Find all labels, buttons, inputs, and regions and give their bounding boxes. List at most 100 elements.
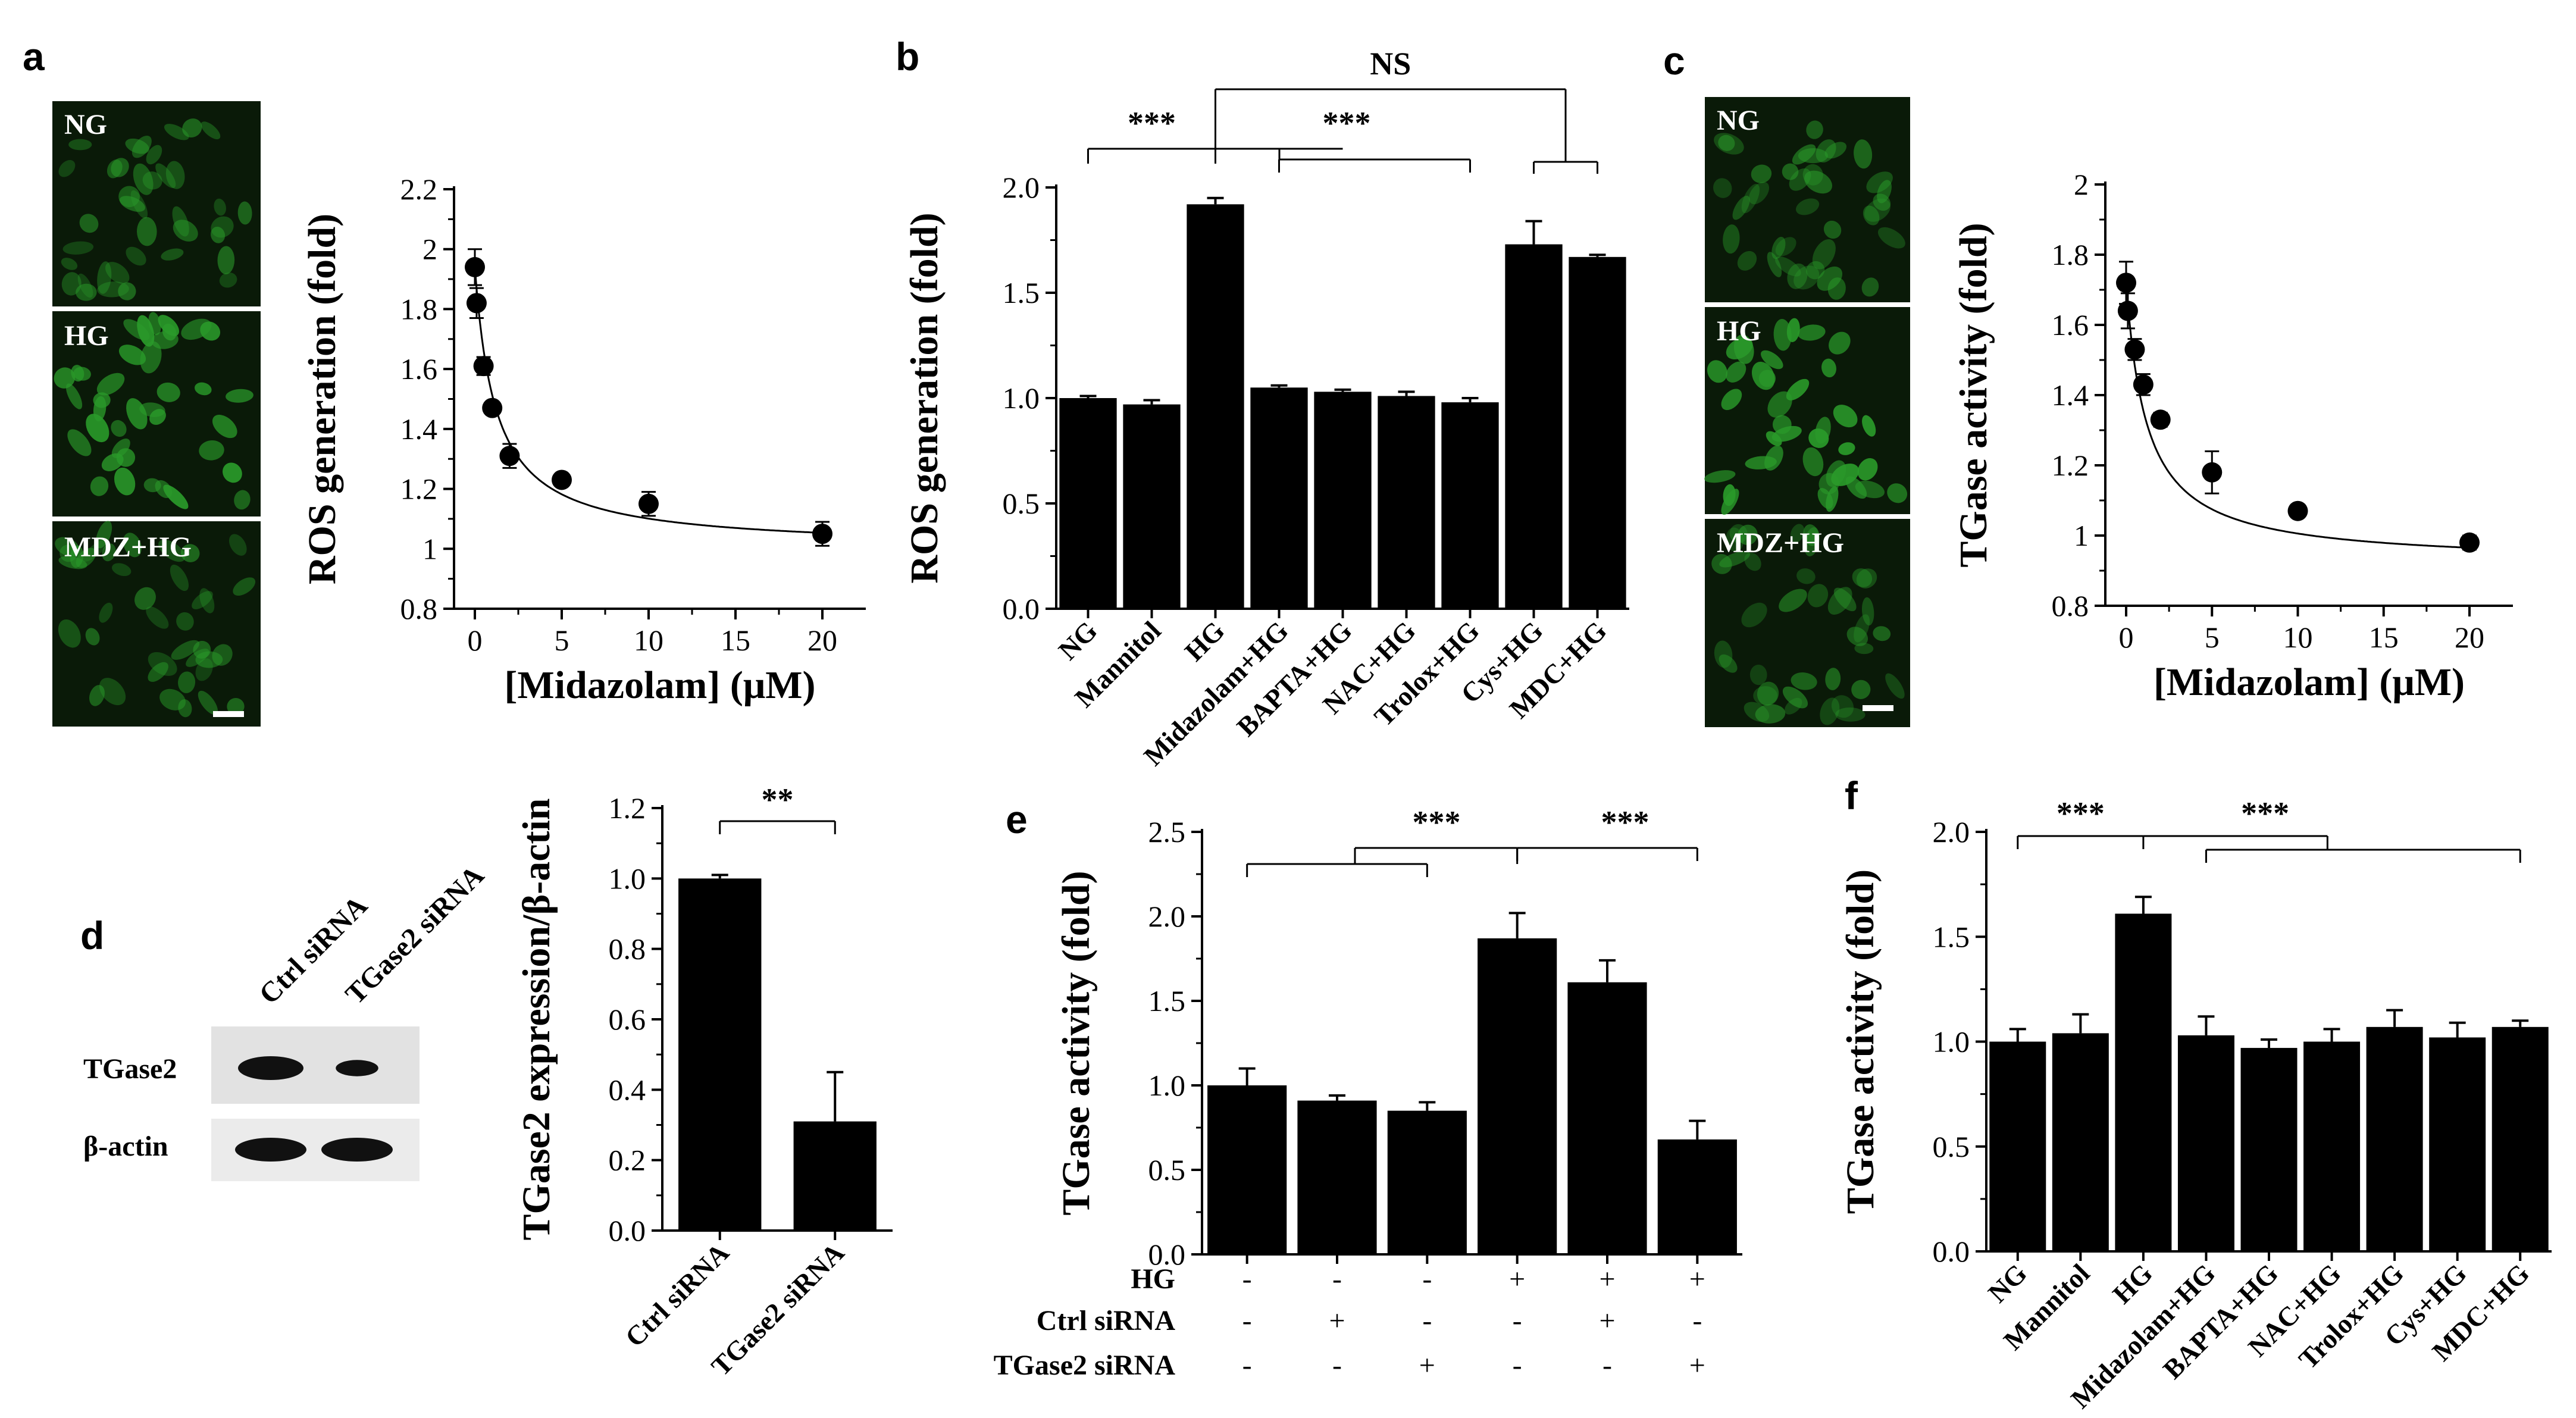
cell-nucleus (1863, 205, 1880, 226)
f-bar (2366, 1026, 2423, 1251)
cell-nucleus (237, 201, 252, 225)
cell-nucleus (1790, 524, 1805, 543)
cell-nucleus (140, 341, 162, 374)
micrograph-c-label-3: MDZ+HG (1717, 527, 1844, 559)
cell-nucleus (1723, 224, 1740, 254)
blot-band-actin (235, 1138, 306, 1162)
f-bar (2429, 1037, 2486, 1251)
b-bar (1314, 392, 1372, 609)
cell-nucleus (1726, 361, 1746, 383)
cell-nucleus (1796, 198, 1820, 215)
cell-nucleus (1779, 589, 1807, 612)
cell-nucleus (126, 398, 148, 430)
cell-nucleus (1786, 378, 1810, 400)
cell-nucleus (1718, 134, 1735, 151)
a-y-tick-label: 1.4 (400, 412, 438, 446)
cell-nucleus (1775, 256, 1801, 277)
cell-nucleus (68, 139, 92, 151)
cell-nucleus (1861, 277, 1879, 297)
cell-nucleus (118, 282, 136, 300)
a-y-tick-label: 1.6 (400, 352, 438, 386)
e-y-tick-label: 0.0 (1148, 1238, 1186, 1271)
micrograph-a-label-2: HG (64, 320, 109, 352)
cell-nucleus (1823, 220, 1842, 239)
cell-nucleus (116, 448, 136, 467)
f-category-label: HG (2107, 1258, 2158, 1310)
cell-nucleus (1806, 120, 1823, 139)
f-bar (2052, 1033, 2109, 1251)
matrix-cell: + (1329, 1305, 1345, 1336)
a-y-tick-label: 2.2 (400, 173, 438, 206)
a-x-tick-label: 20 (807, 624, 837, 657)
cell-nucleus (1748, 181, 1770, 205)
f-y-tick-label: 2.0 (1933, 815, 1970, 849)
d-y-tick-label: 0.6 (609, 1003, 646, 1036)
matrix-cell: + (1689, 1263, 1705, 1295)
cell-nucleus (1877, 227, 1905, 249)
cell-nucleus (1873, 626, 1891, 641)
cell-nucleus (199, 440, 224, 461)
micrograph-c-label-2: HG (1717, 315, 1761, 347)
c-y-tick-label: 1.2 (2052, 449, 2089, 482)
cell-nucleus (130, 190, 148, 219)
cell-nucleus (1775, 237, 1796, 256)
panel-letter-a: a (23, 35, 45, 79)
b-y-tick-label: 0.0 (1003, 592, 1040, 625)
cell-nucleus (143, 478, 161, 493)
f-y-tick-label: 1.5 (1933, 920, 1970, 953)
cell-nucleus (159, 688, 186, 710)
a-data-point (466, 293, 487, 314)
cell-nucleus (1741, 602, 1767, 628)
matrix-cell: + (1689, 1350, 1705, 1381)
cell-nucleus (195, 382, 212, 396)
f-category-label: NG (1982, 1258, 2033, 1309)
cell-nucleus (158, 315, 180, 336)
cell-nucleus (1854, 139, 1873, 169)
cell-nucleus (182, 118, 202, 138)
cell-nucleus (1808, 428, 1829, 448)
cell-pattern-a (54, 118, 256, 718)
matrix-cell: + (1599, 1263, 1615, 1295)
cell-nucleus (234, 490, 251, 510)
a-y-tick-label: 1.8 (400, 292, 438, 325)
c-data-point (2202, 462, 2223, 483)
cell-nucleus (112, 563, 132, 577)
panel-letter-b: b (896, 35, 919, 79)
f-y-tick-label: 0.5 (1933, 1130, 1970, 1163)
a-y-tick-label: 1 (422, 532, 437, 565)
cell-nucleus (1797, 324, 1826, 341)
a-x-tick-label: 15 (721, 624, 750, 657)
cell-nucleus (93, 392, 111, 408)
scale-bar-c (1863, 705, 1893, 711)
cell-nucleus (1838, 442, 1855, 455)
f-bar (2240, 1048, 2298, 1251)
cell-nucleus (58, 619, 81, 648)
cell-nucleus (212, 644, 233, 666)
cell-nucleus (118, 186, 140, 208)
b-bar (1123, 404, 1181, 609)
cell-nucleus (90, 476, 109, 496)
cell-nucleus (193, 641, 211, 659)
cell-nucleus (1741, 184, 1760, 214)
panel-letter-e: e (1006, 797, 1028, 841)
blot-lane-label-tgase2: TGase2 siRNA (339, 859, 490, 1010)
cell-nucleus (142, 171, 162, 190)
cell-nucleus (192, 591, 213, 609)
cell-nucleus (1733, 334, 1754, 364)
f-bar (2492, 1026, 2549, 1251)
cell-nucleus (1852, 568, 1873, 587)
cell-nucleus (58, 159, 76, 177)
matrix-cell: - (1422, 1263, 1432, 1295)
e-y-axis-label: TGase activity (fold) (1054, 871, 1098, 1215)
a-x-tick-label: 5 (555, 624, 569, 657)
cell-nucleus (133, 163, 154, 195)
cell-nucleus (132, 135, 152, 158)
cell-nucleus (1835, 707, 1866, 722)
micrograph-c-label-1: NG (1717, 105, 1760, 136)
matrix-cell: - (1602, 1350, 1612, 1381)
f-y-axis-label: TGase activity (fold) (1839, 869, 1882, 1214)
c-x-tick-label: 20 (2455, 621, 2484, 654)
cell-nucleus (1833, 587, 1857, 612)
cell-nucleus (1713, 178, 1732, 198)
